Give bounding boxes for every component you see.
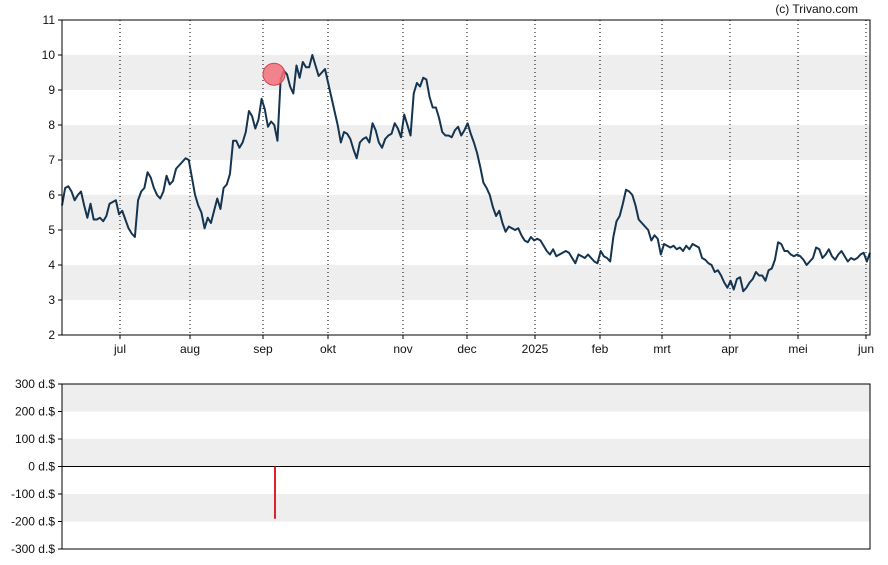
volume-y-tick-label: -200 d.$ [11, 515, 55, 529]
volume-grid-band [62, 439, 870, 467]
trade-marker[interactable] [262, 62, 286, 86]
volume-y-tick-label: 300 d.$ [15, 377, 55, 391]
price-grid-band [62, 195, 870, 230]
price-x-tick-label: mrt [653, 342, 671, 356]
price-y-tick-label: 4 [48, 258, 55, 272]
price-y-tick-label: 3 [48, 293, 55, 307]
source-credit: (c) Trivano.com [775, 2, 858, 16]
price-plot-frame [61, 19, 871, 336]
volume-plot-frame [61, 383, 871, 550]
price-x-tick-label: dec [457, 342, 476, 356]
price-x-tick-label: apr [721, 342, 738, 356]
price-x-tick-label: 2025 [522, 342, 549, 356]
price-y-tick-label: 9 [48, 83, 55, 97]
price-y-tick-label: 11 [43, 13, 56, 27]
volume-grid-band [62, 494, 870, 522]
price-x-tick-label: feb [592, 342, 609, 356]
price-y-tick-label: 7 [48, 153, 55, 167]
price-x-tick-label: jun [857, 342, 874, 356]
volume-y-tick-label: -300 d.$ [11, 542, 55, 556]
volume-y-tick-label: 200 d.$ [15, 405, 55, 419]
volume-y-tick-label: -100 d.$ [11, 487, 55, 501]
price-series-line [61, 54, 871, 293]
price-x-tick-label: okt [320, 342, 337, 356]
price-x-tick-label: aug [180, 342, 200, 356]
price-x-tick-label: nov [393, 342, 412, 356]
price-y-tick-label: 5 [48, 223, 55, 237]
volume-y-tick-label: 0 d.$ [28, 460, 55, 474]
price-x-tick-label: sep [253, 342, 273, 356]
price-y-tick-label: 10 [42, 48, 56, 62]
price-grid-band [62, 55, 870, 90]
volume-y-tick-label: 100 d.$ [15, 432, 55, 446]
price-y-tick-label: 2 [48, 328, 55, 342]
price-y-tick-label: 6 [48, 188, 55, 202]
volume-grid-band [62, 384, 870, 412]
price-x-tick-label: mei [788, 342, 807, 356]
price-y-tick-label: 8 [48, 118, 55, 132]
price-grid-band [62, 125, 870, 160]
price-x-tick-label: jul [113, 342, 126, 356]
